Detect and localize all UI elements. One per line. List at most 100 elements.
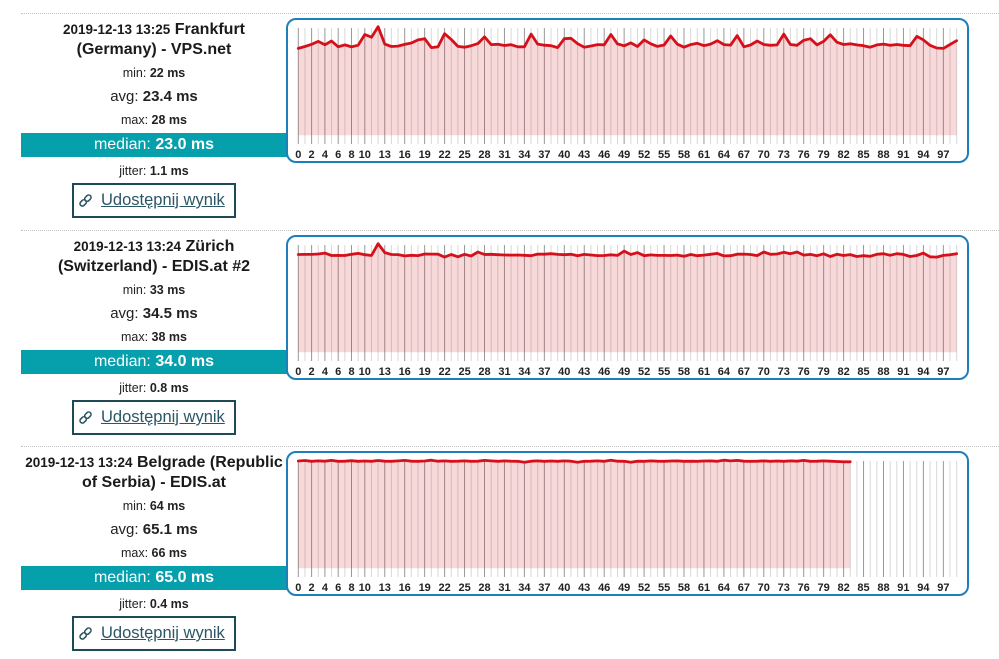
svg-text:25: 25 [458,149,470,161]
svg-text:76: 76 [798,149,810,161]
svg-text:40: 40 [558,149,570,161]
svg-text:82: 82 [837,366,849,378]
svg-text:55: 55 [658,149,670,161]
svg-text:2: 2 [309,366,315,378]
svg-text:22: 22 [438,582,450,594]
svg-text:10: 10 [359,149,371,161]
svg-text:6: 6 [335,582,341,594]
svg-text:8: 8 [348,366,354,378]
svg-text:0: 0 [295,149,301,161]
svg-text:49: 49 [618,149,630,161]
svg-text:52: 52 [638,366,650,378]
svg-text:13: 13 [379,366,391,378]
svg-text:76: 76 [798,582,810,594]
svg-text:97: 97 [937,366,949,378]
svg-text:70: 70 [758,149,770,161]
svg-text:0: 0 [295,366,301,378]
svg-text:94: 94 [917,149,930,161]
svg-text:34: 34 [518,582,531,594]
svg-text:19: 19 [419,582,431,594]
svg-text:43: 43 [578,366,590,378]
svg-text:97: 97 [937,582,949,594]
svg-text:91: 91 [897,366,909,378]
svg-text:16: 16 [399,149,411,161]
svg-text:79: 79 [817,149,829,161]
svg-text:49: 49 [618,582,630,594]
svg-text:61: 61 [698,149,710,161]
svg-text:49: 49 [618,366,630,378]
svg-text:55: 55 [658,366,670,378]
svg-text:2: 2 [309,582,315,594]
svg-text:85: 85 [857,366,869,378]
svg-text:73: 73 [778,582,790,594]
svg-text:31: 31 [498,366,510,378]
svg-text:52: 52 [638,149,650,161]
svg-text:70: 70 [758,366,770,378]
svg-text:0: 0 [295,582,301,594]
svg-text:6: 6 [335,366,341,378]
svg-text:58: 58 [678,366,690,378]
svg-text:52: 52 [638,582,650,594]
svg-text:22: 22 [438,366,450,378]
svg-text:31: 31 [498,149,510,161]
svg-text:91: 91 [897,149,909,161]
svg-text:67: 67 [738,582,750,594]
svg-text:8: 8 [348,582,354,594]
svg-text:40: 40 [558,582,570,594]
svg-text:37: 37 [538,582,550,594]
svg-text:55: 55 [658,582,670,594]
svg-text:8: 8 [348,149,354,161]
svg-text:10: 10 [359,366,371,378]
svg-text:91: 91 [897,582,909,594]
svg-text:19: 19 [419,366,431,378]
svg-text:85: 85 [857,582,869,594]
svg-text:13: 13 [379,582,391,594]
svg-text:88: 88 [877,366,889,378]
svg-text:31: 31 [498,582,510,594]
svg-text:19: 19 [419,149,431,161]
svg-text:94: 94 [917,582,930,594]
svg-text:97: 97 [937,149,949,161]
svg-text:76: 76 [798,366,810,378]
svg-text:25: 25 [458,366,470,378]
svg-text:16: 16 [399,366,411,378]
svg-text:67: 67 [738,149,750,161]
svg-text:73: 73 [778,149,790,161]
svg-text:13: 13 [379,149,391,161]
svg-text:28: 28 [478,149,490,161]
svg-text:37: 37 [538,366,550,378]
svg-text:43: 43 [578,582,590,594]
svg-text:82: 82 [837,582,849,594]
svg-text:94: 94 [917,366,930,378]
svg-text:79: 79 [817,366,829,378]
svg-text:46: 46 [598,582,610,594]
svg-text:70: 70 [758,582,770,594]
svg-text:25: 25 [458,582,470,594]
svg-text:22: 22 [438,149,450,161]
svg-text:28: 28 [478,582,490,594]
svg-text:58: 58 [678,149,690,161]
svg-text:6: 6 [335,149,341,161]
svg-text:43: 43 [578,149,590,161]
svg-text:40: 40 [558,366,570,378]
svg-text:28: 28 [478,366,490,378]
svg-text:46: 46 [598,149,610,161]
svg-text:4: 4 [322,582,329,594]
svg-text:67: 67 [738,366,750,378]
svg-text:85: 85 [857,149,869,161]
svg-text:4: 4 [322,149,329,161]
svg-text:64: 64 [718,149,731,161]
svg-text:79: 79 [817,582,829,594]
svg-text:34: 34 [518,366,531,378]
svg-text:10: 10 [359,582,371,594]
svg-text:58: 58 [678,582,690,594]
svg-text:88: 88 [877,582,889,594]
svg-text:46: 46 [598,366,610,378]
svg-text:61: 61 [698,366,710,378]
svg-text:61: 61 [698,582,710,594]
svg-text:16: 16 [399,582,411,594]
svg-text:82: 82 [837,149,849,161]
svg-text:34: 34 [518,149,531,161]
svg-text:73: 73 [778,366,790,378]
svg-text:64: 64 [718,582,731,594]
